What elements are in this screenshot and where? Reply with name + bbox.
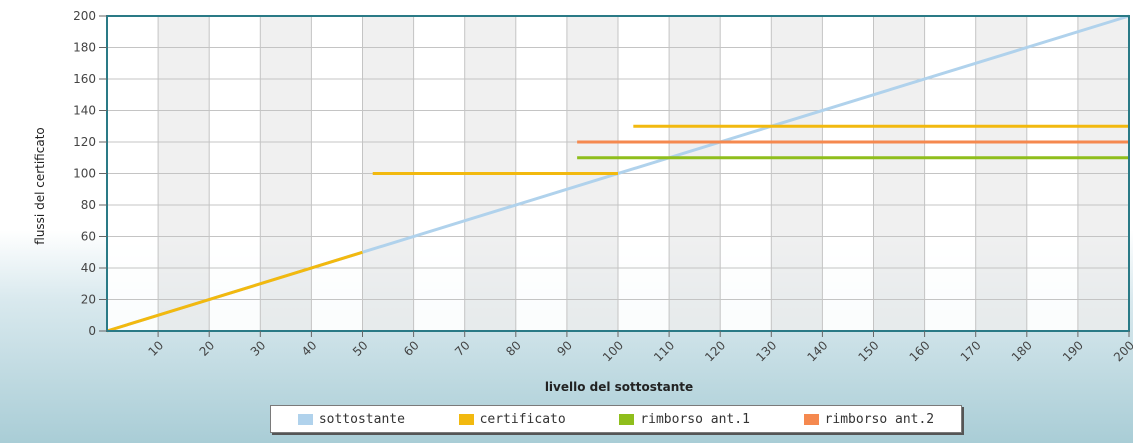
y-tick-label: 140 bbox=[73, 104, 96, 118]
legend-swatch bbox=[458, 413, 474, 425]
y-tick-label: 60 bbox=[81, 230, 96, 244]
y-tick-label: 180 bbox=[73, 41, 96, 55]
legend-swatch bbox=[619, 413, 635, 425]
y-tick-label: 100 bbox=[73, 167, 96, 181]
legend-label: certificato bbox=[479, 411, 566, 427]
y-tick-label: 20 bbox=[81, 293, 96, 307]
x-axis-ticks: 10 20 30 40 50 60 70 80 90 100 110 120 130 140 150 160 1… bbox=[146, 331, 1133, 364]
y-axis-title: flussi del certificato bbox=[33, 127, 47, 244]
x-tick-label: 90 bbox=[554, 338, 575, 359]
legend-label: rimborso ant.2 bbox=[824, 411, 935, 427]
legend-item: certificato bbox=[458, 411, 566, 427]
y-tick-label: 200 bbox=[73, 9, 96, 23]
x-tick-label: 190 bbox=[1060, 338, 1086, 364]
x-axis-title: livello del sottostante bbox=[545, 380, 693, 394]
legend-label: sottostante bbox=[318, 411, 405, 427]
y-tick-label: 0 bbox=[88, 324, 96, 338]
y-tick-label: 40 bbox=[81, 261, 96, 275]
legend-swatch bbox=[803, 413, 819, 425]
x-tick-label: 120 bbox=[702, 338, 728, 364]
x-tick-label: 40 bbox=[299, 338, 320, 359]
x-tick-label: 30 bbox=[248, 338, 269, 359]
y-tick-label: 120 bbox=[73, 135, 96, 149]
x-tick-label: 170 bbox=[958, 338, 984, 364]
legend-label: rimborso ant.1 bbox=[640, 411, 750, 427]
legend-item: rimborso ant.1 bbox=[619, 412, 750, 427]
x-tick-label: 60 bbox=[401, 338, 422, 359]
x-tick-label: 150 bbox=[856, 338, 882, 364]
y-tick-label: 160 bbox=[73, 72, 96, 86]
x-tick-label: 20 bbox=[197, 338, 218, 359]
x-tick-label: 80 bbox=[503, 338, 524, 359]
x-tick-label: 50 bbox=[350, 338, 371, 359]
x-tick-label: 110 bbox=[651, 338, 677, 364]
x-tick-label: 200 bbox=[1111, 338, 1133, 364]
legend: sottostante certificato rimborso ant.1 rimb… bbox=[270, 405, 962, 433]
x-tick-label: 160 bbox=[907, 338, 933, 364]
y-axis-ticks: 0 20 40 60 80 100 120 140 160 180 200 bbox=[73, 9, 107, 338]
legend-swatch bbox=[297, 413, 313, 425]
x-tick-label: 130 bbox=[753, 338, 779, 364]
x-tick-label: 70 bbox=[452, 338, 473, 359]
x-tick-label: 140 bbox=[804, 338, 830, 364]
legend-item: rimborso ant.2 bbox=[803, 411, 935, 427]
x-tick-label: 100 bbox=[600, 338, 626, 364]
series-lines bbox=[106, 14, 1130, 333]
x-tick-label: 10 bbox=[146, 338, 167, 359]
legend-item: sottostante bbox=[297, 411, 405, 427]
x-tick-label: 180 bbox=[1009, 338, 1035, 364]
y-tick-label: 80 bbox=[81, 198, 96, 212]
series-line-certificato bbox=[106, 250, 363, 333]
